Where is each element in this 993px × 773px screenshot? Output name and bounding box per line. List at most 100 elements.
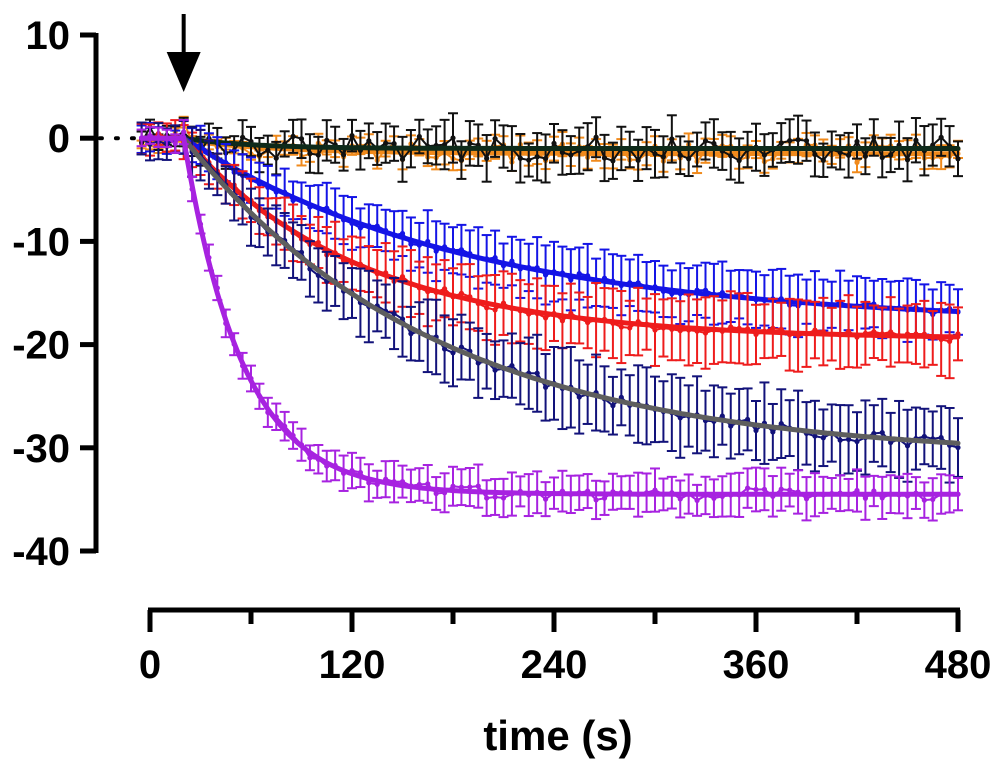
data-point (904, 157, 911, 163)
axes-layer: 10 0 -10 -20 -30 -40 0 120 240 360 480 time (s) (12, 14, 991, 759)
data-point (946, 338, 953, 344)
data-point (433, 490, 439, 497)
x-axis-label: time (s) (483, 712, 632, 759)
data-point (913, 137, 919, 143)
y-tick-label: -40 (12, 530, 70, 574)
data-point (778, 486, 784, 492)
data-point (719, 413, 725, 419)
data-point (509, 363, 515, 369)
data-point (854, 138, 860, 145)
data-point (366, 138, 372, 144)
data-point (702, 138, 709, 144)
data-point (770, 429, 776, 435)
data-point (820, 157, 826, 163)
data-point (500, 495, 507, 501)
data-point (728, 153, 734, 159)
data-point (930, 496, 936, 502)
data-point (593, 134, 599, 140)
data-point (938, 134, 944, 140)
data-point (820, 435, 826, 441)
data-point (391, 310, 397, 317)
data-point (265, 147, 271, 153)
data-point (542, 155, 549, 162)
data-point (812, 433, 818, 439)
data-point (601, 495, 608, 501)
y-tick-label: -30 (12, 427, 70, 471)
data-point (559, 149, 566, 156)
data-point (492, 494, 498, 500)
data-point (593, 497, 599, 503)
data-point (787, 138, 793, 144)
data-point (307, 150, 313, 157)
data-point (845, 436, 852, 442)
data-point (542, 315, 549, 321)
y-ticks: 10 0 -10 -20 -30 -40 (12, 14, 96, 574)
data-point (551, 140, 557, 146)
data-point (349, 133, 355, 139)
data-point (450, 135, 456, 141)
data-point (601, 155, 608, 161)
data-point (938, 434, 944, 441)
series-purple (136, 118, 963, 522)
data-point (904, 443, 911, 449)
data-point (652, 487, 658, 493)
fit-line (139, 135, 961, 497)
data-point (702, 330, 709, 336)
data-point (450, 483, 456, 489)
data-point (778, 140, 784, 146)
fit-line (139, 135, 961, 446)
data-point (652, 151, 658, 157)
data-point (340, 152, 347, 158)
data-point (879, 154, 885, 161)
data-point (888, 152, 894, 158)
x-ticks: 0 120 240 360 480 (139, 610, 992, 687)
data-point (787, 487, 793, 493)
data-point (921, 433, 927, 440)
data-point (921, 497, 927, 503)
data-point (652, 327, 658, 333)
data-point (660, 154, 667, 160)
data-point (744, 485, 751, 491)
data-point (416, 133, 422, 140)
data-point (526, 157, 532, 163)
data-point (955, 156, 961, 162)
data-point (862, 153, 869, 159)
x-tick-label: 480 (925, 643, 992, 687)
data-point (172, 141, 178, 147)
data-point (239, 134, 246, 140)
data-point (290, 133, 296, 139)
data-point (576, 394, 582, 400)
data-point (627, 325, 633, 331)
data-point (307, 455, 313, 461)
data-point (753, 486, 759, 493)
data-point (467, 140, 473, 146)
x-tick-label: 240 (521, 643, 588, 687)
data-point (795, 137, 801, 143)
data-point (484, 155, 490, 161)
data-point (492, 307, 498, 313)
data-point (669, 136, 675, 142)
data-point (736, 157, 742, 164)
y-tick-label: -20 (12, 324, 70, 368)
data-point (441, 346, 448, 352)
y-tick-label: -10 (12, 220, 70, 264)
data-point (484, 305, 490, 311)
data-point (770, 325, 776, 331)
fit-line (139, 135, 961, 314)
stimulus-arrow-icon (166, 52, 201, 92)
data-point (383, 140, 389, 146)
data-point (273, 155, 279, 161)
data-point (391, 141, 397, 147)
data-point (610, 403, 616, 409)
data-point (475, 360, 481, 366)
data-point (761, 486, 768, 492)
data-point (618, 394, 624, 400)
data-point (837, 149, 843, 155)
data-point (441, 286, 448, 292)
data-point (854, 159, 860, 166)
series-red (136, 119, 963, 380)
data-point (324, 137, 330, 143)
x-tick-label: 0 (139, 643, 161, 687)
data-point (542, 496, 549, 502)
